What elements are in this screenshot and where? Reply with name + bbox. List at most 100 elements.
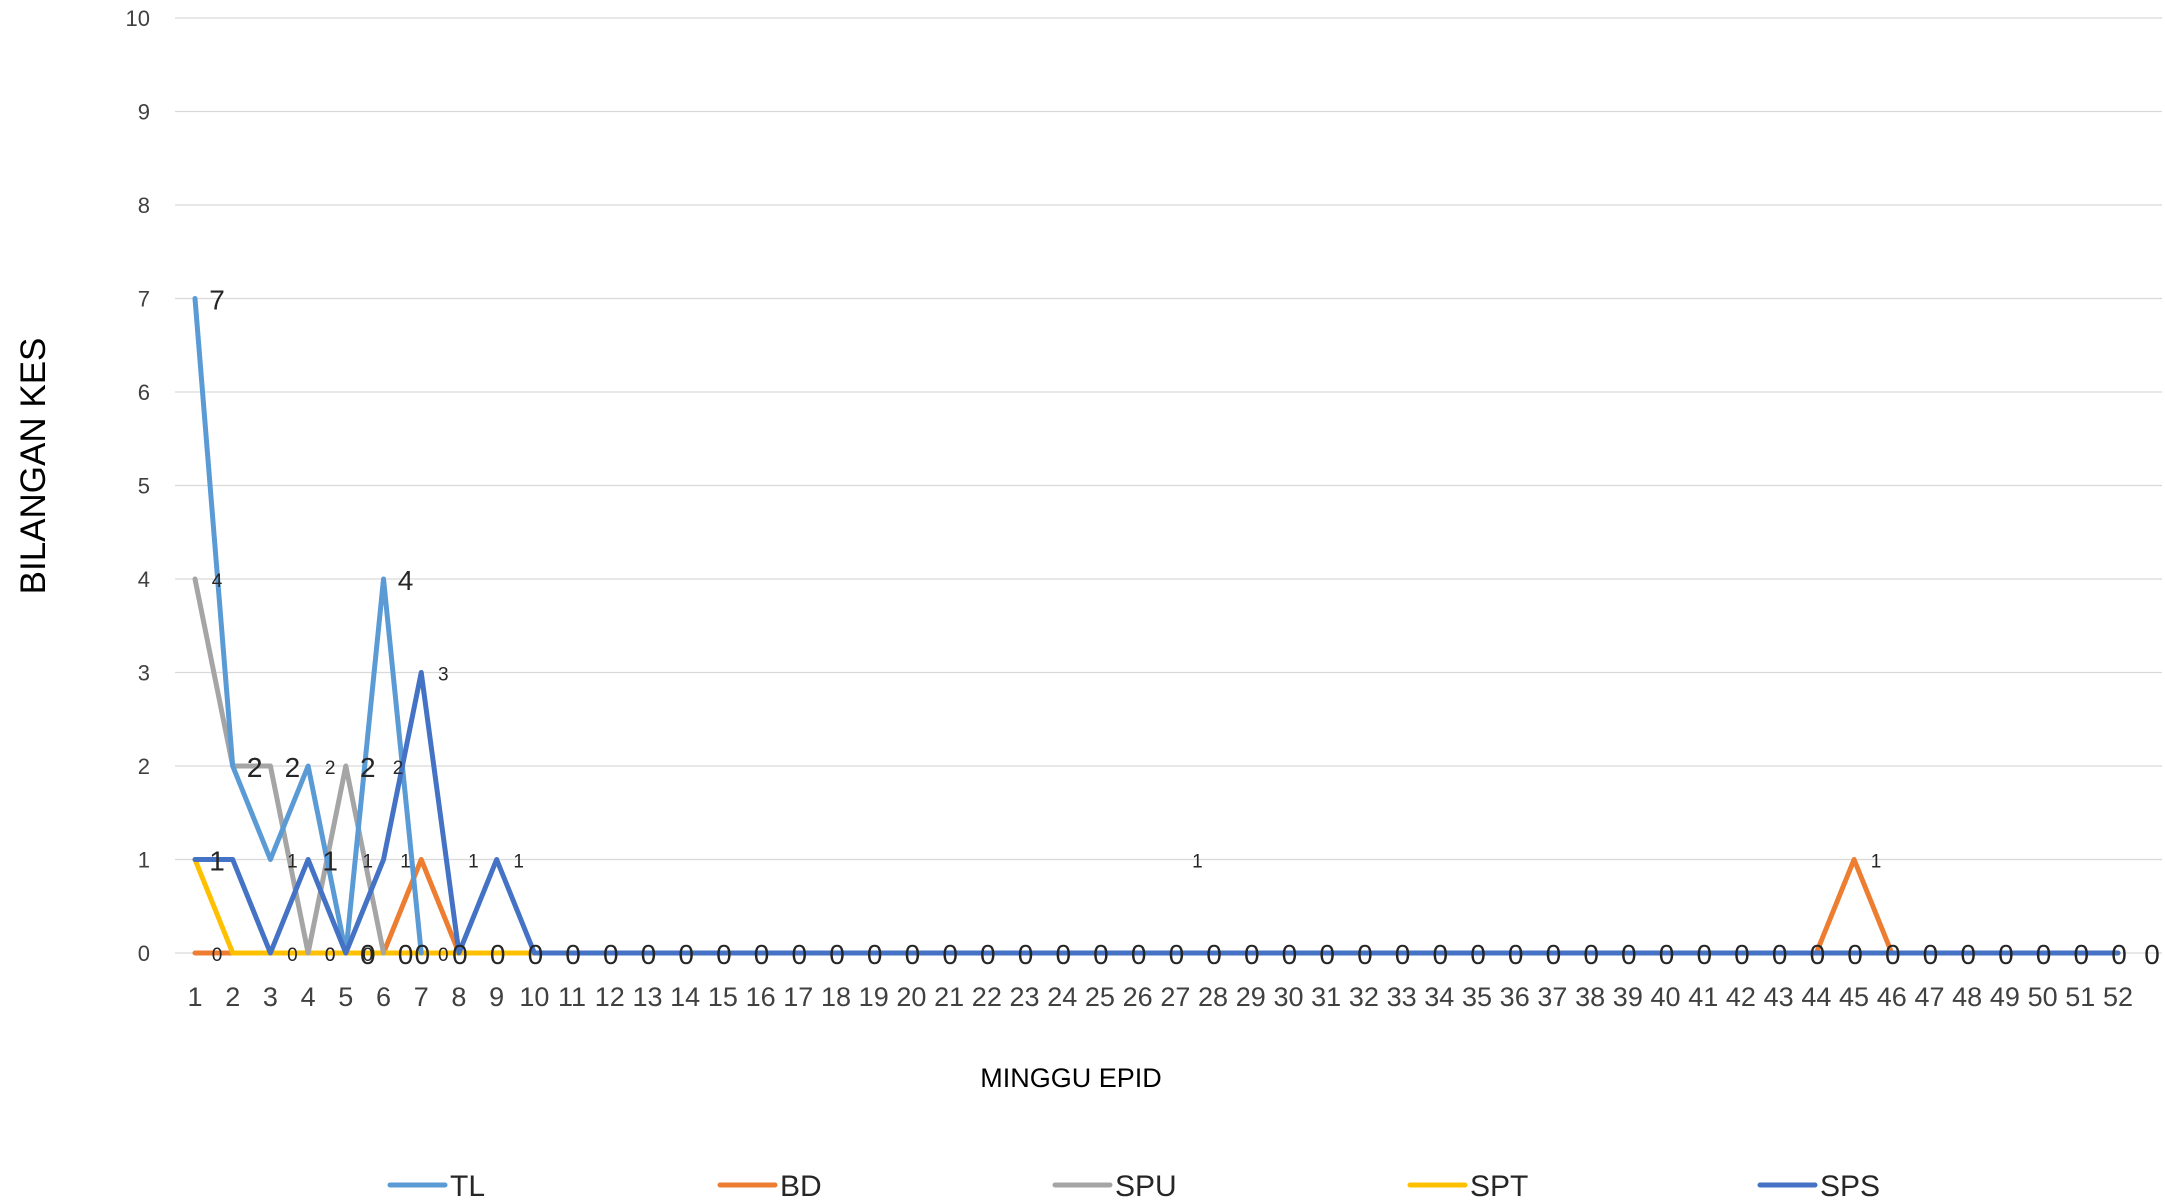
x-tick-label: 15 xyxy=(708,982,738,1012)
legend-item-sps: SPS xyxy=(1757,1170,1880,1202)
x-tick-label: 28 xyxy=(1198,982,1228,1012)
data-label-zero: 0 xyxy=(2036,939,2052,970)
y-tick-label: 1 xyxy=(138,848,150,873)
x-axis-title: MINGGU EPID xyxy=(980,1063,1162,1093)
x-tick-label: 41 xyxy=(1688,982,1718,1012)
data-label-zero: 0 xyxy=(2074,939,2090,970)
x-tick-label: 10 xyxy=(519,982,549,1012)
y-tick-label: 0 xyxy=(138,941,150,966)
data-label-zero: 0 xyxy=(1395,939,1411,970)
data-label-zero: 0 xyxy=(1546,939,1562,970)
y-tick-label: 10 xyxy=(126,6,150,31)
data-label-spu: 0 xyxy=(398,939,414,970)
x-tick-label: 36 xyxy=(1500,982,1530,1012)
y-tick-label: 4 xyxy=(138,567,150,592)
legend-label: SPU xyxy=(1115,1170,1177,1202)
data-label-zero: 0 xyxy=(603,939,619,970)
data-label-sps: 1 xyxy=(322,846,338,877)
x-tick-label: 35 xyxy=(1462,982,1492,1012)
legend-label: TL xyxy=(450,1170,485,1202)
data-label-zero: 0 xyxy=(792,939,808,970)
x-tick-label: 13 xyxy=(632,982,662,1012)
series-line-bd xyxy=(192,857,2121,956)
x-tick-label: 48 xyxy=(1952,982,1982,1012)
y-tick-label: 2 xyxy=(138,754,150,779)
data-label-zero: 0 xyxy=(1847,939,1863,970)
data-label-sps: 3 xyxy=(438,665,449,686)
x-tick-label: 16 xyxy=(746,982,776,1012)
data-label-zero: 0 xyxy=(1131,939,1147,970)
x-tick-label: 2 xyxy=(225,982,240,1012)
x-tick-label: 17 xyxy=(783,982,813,1012)
data-label-zero: 0 xyxy=(528,939,544,970)
x-tick-label: 19 xyxy=(859,982,889,1012)
data-label-spu: 2 xyxy=(285,752,301,783)
x-tick-label: 47 xyxy=(1914,982,1944,1012)
x-tick-label: 8 xyxy=(451,982,466,1012)
data-label-sps: 1 xyxy=(363,852,374,873)
y-tick-label: 7 xyxy=(138,287,150,312)
data-label-zero: 0 xyxy=(1734,939,1750,970)
series-line-spt xyxy=(192,857,2121,956)
data-label-spu: 2 xyxy=(247,752,263,783)
legend-label: SPT xyxy=(1470,1170,1528,1202)
x-tick-label: 49 xyxy=(1990,982,2020,1012)
x-tick-label: 32 xyxy=(1349,982,1379,1012)
x-tick-label: 43 xyxy=(1764,982,1794,1012)
x-tick-label: 26 xyxy=(1123,982,1153,1012)
x-tick-label: 45 xyxy=(1839,982,1869,1012)
data-label-bd: 0 xyxy=(363,945,374,966)
data-label-zero: 0 xyxy=(2144,939,2160,970)
y-axis-ticks: 0 1 2 3 4 5 6 7 8 9 10 xyxy=(126,6,150,966)
data-label-zero: 0 xyxy=(1508,939,1524,970)
data-label-zero: 0 xyxy=(829,939,845,970)
x-tick-label: 21 xyxy=(934,982,964,1012)
data-label-zero: 0 xyxy=(905,939,921,970)
legend-label: SPS xyxy=(1820,1170,1880,1202)
data-label-tl: 2 xyxy=(247,752,263,783)
data-label-bd: 1 xyxy=(1871,852,1882,873)
x-tick-label: 40 xyxy=(1651,982,1681,1012)
y-tick-label: 5 xyxy=(138,474,150,499)
data-label-zero: 0 xyxy=(1055,939,1071,970)
legend-item-spu: SPU xyxy=(1052,1170,1177,1202)
y-tick-label: 8 xyxy=(138,193,150,218)
x-tick-label: 14 xyxy=(670,982,700,1012)
data-label-bd: 0 xyxy=(287,945,298,966)
data-label-zero: 0 xyxy=(565,939,581,970)
x-tick-label: 37 xyxy=(1537,982,1567,1012)
x-tick-label: 46 xyxy=(1877,982,1907,1012)
x-tick-label: 5 xyxy=(338,982,353,1012)
data-label-zero: 0 xyxy=(1206,939,1222,970)
data-label-zero: 0 xyxy=(1244,939,1260,970)
data-label-zero: 0 xyxy=(452,939,468,970)
x-tick-label: 30 xyxy=(1273,982,1303,1012)
x-axis-ticks: 1 2 3 4 5 6 7 8 9 10 11 12 13 14 15 16 17 18 19 20 21 22 23 24 2… xyxy=(187,982,2133,1012)
data-label-zero: 0 xyxy=(867,939,883,970)
data-label-tl: 4 xyxy=(398,565,414,596)
data-label-spu: 4 xyxy=(212,571,223,592)
x-tick-label: 6 xyxy=(376,982,391,1012)
data-label-bd: 1 xyxy=(400,852,411,873)
data-label-zero: 0 xyxy=(1583,939,1599,970)
data-label-zero: 0 xyxy=(942,939,958,970)
y-tick-label: 3 xyxy=(138,661,150,686)
x-tick-label: 27 xyxy=(1160,982,1190,1012)
x-tick-label: 39 xyxy=(1613,982,1643,1012)
data-label-spu: 2 xyxy=(393,758,404,779)
data-label-zero: 0 xyxy=(1659,939,1675,970)
x-tick-label: 3 xyxy=(263,982,278,1012)
data-label-zero: 0 xyxy=(1885,939,1901,970)
x-tick-label: 4 xyxy=(301,982,316,1012)
x-tick-label: 25 xyxy=(1085,982,1115,1012)
data-label-zero: 0 xyxy=(1433,939,1449,970)
data-label-sps: 1 xyxy=(209,846,225,877)
data-label-spu: 0 xyxy=(325,945,336,966)
data-label-zero: 0 xyxy=(641,939,657,970)
x-tick-label: 18 xyxy=(821,982,851,1012)
x-tick-label: 51 xyxy=(2065,982,2095,1012)
data-label-zero: 0 xyxy=(1621,939,1637,970)
y-tick-label: 9 xyxy=(138,100,150,125)
